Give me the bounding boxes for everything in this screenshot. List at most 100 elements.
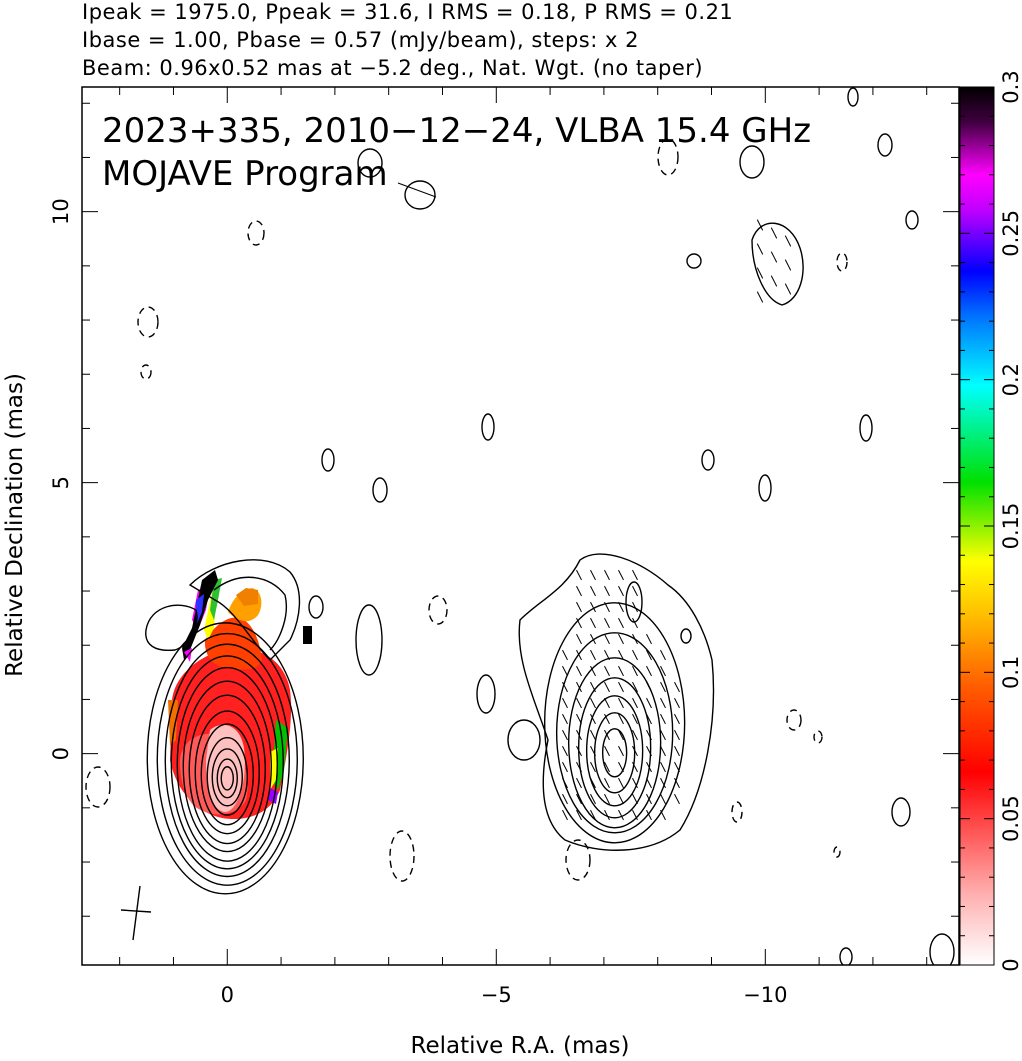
evpa-tick	[646, 713, 652, 725]
evpa-tick	[618, 649, 624, 661]
evpa-tick	[632, 649, 638, 661]
evpa-tick	[576, 681, 582, 693]
evpa-tick	[660, 729, 666, 741]
negative-contour	[657, 138, 679, 176]
secondary-contour	[567, 657, 662, 829]
evpa-tick	[604, 681, 610, 693]
core-contour	[216, 758, 238, 799]
colorbar-tick-label: 0.1	[999, 656, 1022, 689]
negative-contour	[247, 220, 265, 246]
evpa-tick	[618, 681, 624, 693]
y-tick-label: 0	[49, 747, 73, 760]
evpa-tick	[562, 697, 568, 709]
negative-contour	[85, 766, 111, 808]
contour-layer	[85, 87, 955, 965]
evpa-tick-layer	[397, 182, 792, 821]
evpa-tick	[660, 809, 666, 821]
evpa-tick	[590, 601, 596, 613]
evpa-tick	[562, 777, 568, 789]
negative-contour	[833, 846, 841, 858]
evpa-tick	[590, 617, 596, 629]
evpa-tick	[660, 745, 666, 757]
evpa-tick	[646, 809, 652, 821]
evpa-tick	[756, 219, 764, 231]
x-tick-label: −5	[481, 983, 512, 1007]
evpa-tick	[646, 793, 652, 805]
negative-contour	[389, 830, 415, 882]
evpa-tick	[632, 665, 638, 677]
evpa-tick	[618, 665, 624, 677]
evpa-tick	[397, 182, 437, 198]
evpa-tick	[604, 793, 610, 805]
evpa-tick	[632, 761, 638, 773]
core-contour	[188, 694, 266, 845]
core-contour	[188, 559, 301, 661]
evpa-tick	[590, 665, 596, 677]
evpa-tick	[646, 633, 652, 645]
evpa-tick	[618, 729, 624, 741]
evpa-tick	[784, 283, 792, 295]
evpa-tick	[576, 569, 582, 581]
evpa-tick	[646, 649, 652, 661]
evpa-tick	[604, 585, 610, 597]
evpa-tick	[590, 777, 596, 789]
core-contour	[194, 710, 260, 835]
evpa-tick	[576, 601, 582, 613]
core-contour	[145, 604, 198, 652]
evpa-tick	[604, 761, 610, 773]
evpa-tick	[576, 777, 582, 789]
evpa-tick	[660, 665, 666, 677]
evpa-tick	[562, 809, 568, 821]
evpa-tick	[604, 617, 610, 629]
core-contour	[211, 748, 243, 807]
evpa-tick	[646, 665, 652, 677]
colorbar-tick-label: 0.3	[999, 70, 1022, 103]
x-axis-title: Relative R.A. (mas)	[411, 1033, 630, 1059]
evpa-tick	[618, 809, 624, 821]
evpa-tick	[674, 729, 680, 741]
polarization-region	[236, 588, 258, 606]
noise-contour	[404, 180, 436, 210]
x-tick-label: 0	[221, 983, 234, 1007]
evpa-tick	[590, 761, 596, 773]
evpa-tick	[646, 729, 652, 741]
evpa-tick	[674, 697, 680, 709]
evpa-tick	[756, 243, 764, 255]
evpa-tick	[674, 745, 680, 757]
evpa-tick	[576, 761, 582, 773]
polarization-region	[270, 748, 278, 790]
colorbar-tick-label: 0.15	[999, 503, 1022, 550]
evpa-tick	[646, 777, 652, 789]
evpa-tick	[618, 793, 624, 805]
evpa-tick	[576, 649, 582, 661]
evpa-tick	[576, 793, 582, 805]
evpa-tick	[674, 793, 680, 805]
core-contour	[170, 655, 284, 870]
evpa-tick	[660, 713, 666, 725]
noise-contour	[357, 148, 383, 178]
evpa-tick	[590, 697, 596, 709]
negative-contour	[140, 364, 152, 380]
noise-contour	[929, 933, 955, 965]
colorbar-tick-label: 0.25	[999, 210, 1022, 257]
evpa-tick	[770, 275, 778, 287]
plot-frame	[81, 86, 960, 966]
evpa-tick	[632, 745, 638, 757]
evpa-tick	[632, 777, 638, 789]
colorbar-tick-label: 0	[999, 958, 1022, 971]
evpa-tick	[604, 649, 610, 661]
evpa-tick	[604, 569, 610, 581]
noise-contour	[739, 145, 765, 179]
evpa-tick	[660, 681, 666, 693]
core-contour	[156, 632, 298, 886]
core-contour	[206, 736, 248, 816]
secondary-contour	[601, 728, 628, 778]
evpa-tick	[618, 601, 624, 613]
secondary-contour	[585, 695, 644, 807]
plot-source-label: 2023+335, 2010−12−24, VLBA 15.4 GHz	[102, 111, 811, 151]
evpa-tick	[590, 713, 596, 725]
evpa-tick	[576, 809, 582, 821]
evpa-tick	[590, 745, 596, 757]
evpa-tick	[632, 697, 638, 709]
